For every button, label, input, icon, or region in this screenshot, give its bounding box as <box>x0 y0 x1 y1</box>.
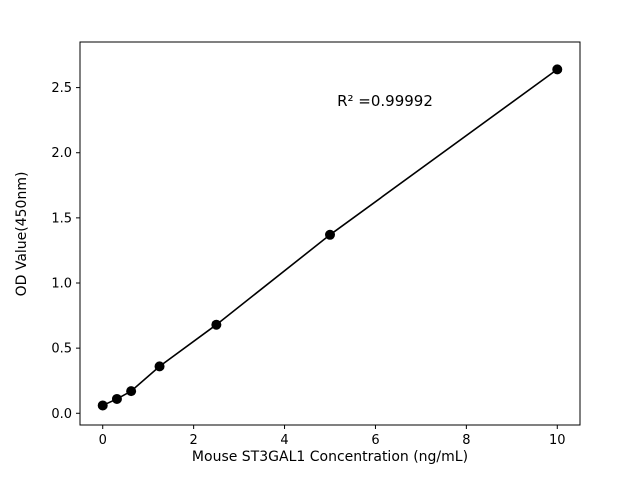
y-tick-label: 1.0 <box>51 277 72 292</box>
data-point <box>97 400 108 411</box>
data-point <box>111 393 122 404</box>
data-point <box>552 64 563 75</box>
x-tick-label: 4 <box>280 433 288 448</box>
y-tick-label: 2.5 <box>51 81 72 96</box>
y-tick-label: 2.0 <box>51 146 72 161</box>
y-tick-label: 0.5 <box>51 342 72 357</box>
x-tick-label: 8 <box>462 433 470 448</box>
axes-spines <box>79 41 581 426</box>
r-squared-annotation: R² =0.99992 <box>337 92 433 110</box>
x-tick-label: 10 <box>549 433 566 448</box>
data-point <box>325 229 335 240</box>
plot-layer: 0 2 4 6 8 10 0.0 0.5 1.0 1.5 2.0 2.5 <box>51 41 581 448</box>
y-tick-label: 1.5 <box>51 211 72 226</box>
data-point <box>211 319 222 330</box>
x-axis-label: Mouse ST3GAL1 Concentration (ng/mL) <box>192 449 468 465</box>
x-tick-label: 6 <box>371 433 379 448</box>
y-axis-label: OD Value(450nm) <box>14 172 30 297</box>
data-point <box>154 361 165 372</box>
y-tick-label: 0.0 <box>51 407 72 422</box>
x-tick-label: 0 <box>99 433 107 448</box>
x-tick-label: 2 <box>189 433 197 448</box>
data-point <box>126 386 137 397</box>
